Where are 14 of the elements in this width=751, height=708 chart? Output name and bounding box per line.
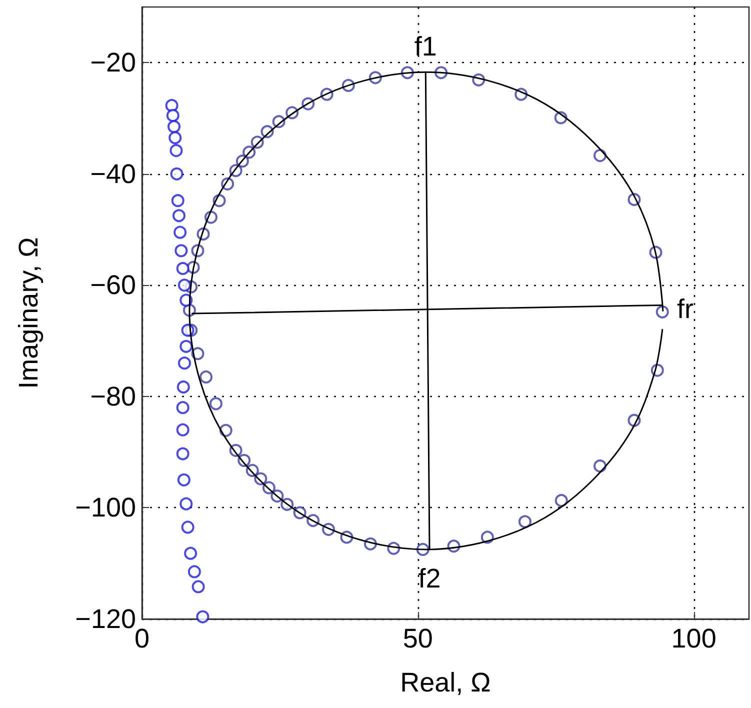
annotation: fr	[677, 294, 694, 324]
y-tick-label: −80	[90, 381, 136, 412]
x-tick-label: 0	[134, 624, 150, 654]
y-tick-label: −120	[75, 604, 136, 634]
y-axis-title: Imaginary, Ω	[14, 237, 44, 389]
annotation: f2	[418, 563, 441, 594]
annotation: f1	[414, 32, 437, 62]
y-tick-label: −60	[90, 270, 136, 300]
x-tick-label: 100	[671, 624, 716, 654]
y-tick-label: −20	[90, 48, 136, 78]
y-tick-label: −100	[75, 492, 136, 523]
y-tick-label: −40	[90, 158, 136, 189]
x-axis-title: Real, Ω	[400, 668, 491, 698]
x-tick-label: 50	[402, 624, 433, 654]
